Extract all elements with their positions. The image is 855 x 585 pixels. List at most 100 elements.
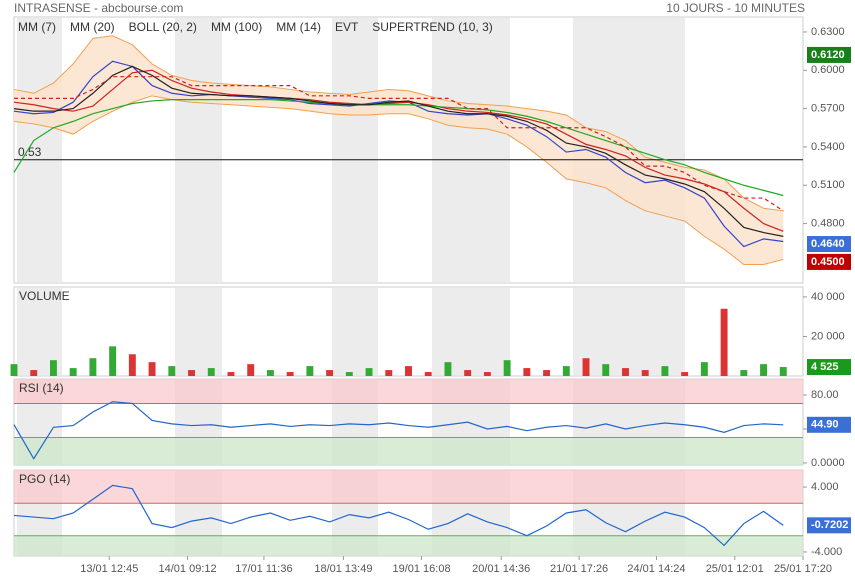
day-band	[332, 288, 378, 375]
series-line	[14, 76, 784, 212]
y-tick-label: -4.000	[811, 546, 842, 558]
legend-entry: MM (14)	[276, 20, 321, 34]
value-badge-label: 0.4640	[811, 238, 845, 250]
volume-bar	[622, 368, 629, 376]
y-tick-label: 20 000	[811, 330, 845, 342]
volume-bar	[700, 362, 708, 376]
x-tick-label: 18/01 13:49	[314, 563, 372, 575]
y-tick-label: 40 000	[811, 291, 845, 303]
panel-title: RSI (14)	[19, 381, 64, 395]
day-band	[332, 18, 378, 282]
legend-entry: BOLL (20, 2)	[129, 20, 197, 34]
volume-bar	[227, 372, 235, 376]
page-title: INTRASENSE - abcbourse.com	[14, 1, 183, 15]
volume-bar	[89, 358, 97, 376]
day-band	[573, 288, 685, 375]
y-tick-label: 0.0000	[811, 457, 845, 469]
volume-bar	[365, 368, 373, 376]
oversold-zone	[14, 535, 803, 556]
value-badge-label: 0.4500	[811, 256, 845, 268]
series-line	[13, 401, 784, 460]
value-badge	[807, 46, 851, 63]
volume-bar	[30, 370, 38, 376]
value-badge-label: -0.7202	[811, 519, 848, 531]
volume-bar	[483, 372, 491, 376]
volume-bar	[602, 364, 610, 376]
volume-bar	[661, 366, 669, 376]
legend-entry: SUPERTREND (10, 3)	[372, 20, 492, 34]
volume-bar	[247, 364, 255, 376]
value-badge	[807, 236, 851, 253]
y-tick-label: 80.00	[811, 389, 839, 401]
value-badge-label: 0.6120	[811, 49, 845, 61]
y-tick-label: 0.6000	[811, 64, 845, 76]
series-line	[13, 65, 784, 237]
volume-bar	[286, 372, 294, 376]
volume-bar	[562, 366, 570, 376]
volume-bar	[720, 308, 728, 376]
legend-entry: EVT	[335, 20, 359, 34]
volume-bar	[345, 372, 353, 376]
oversold-zone	[14, 437, 803, 465]
day-band	[17, 18, 62, 282]
volume-bar	[641, 370, 649, 376]
volume-bar	[128, 354, 136, 376]
bollinger-line	[13, 95, 784, 265]
y-tick-label: 0.5400	[811, 141, 845, 153]
volume-bar	[207, 368, 215, 376]
series-line	[13, 99, 784, 197]
volume-bar	[306, 366, 314, 376]
panel-title: VOLUME	[19, 289, 70, 303]
volume-bar	[10, 364, 18, 376]
y-tick-label: 0.4800	[811, 217, 845, 229]
x-tick-label: 25/01 17:20	[774, 563, 832, 575]
x-tick-label: 25/01 12:01	[706, 563, 764, 575]
volume-bar	[760, 364, 768, 376]
y-tick-label: 0.5700	[811, 103, 845, 115]
volume-bar	[503, 360, 511, 376]
volume-bar	[405, 366, 412, 376]
volume-bar	[444, 362, 452, 376]
volume-bar	[109, 346, 117, 376]
value-badge-label: 44.90	[811, 419, 839, 431]
volume-bar	[582, 358, 590, 376]
volume-bar	[148, 362, 156, 376]
volume-bar	[168, 366, 176, 376]
value-badge	[807, 359, 851, 376]
value-badge-label: 4 525	[811, 361, 839, 373]
volume-bar	[740, 370, 748, 376]
volume-bar	[385, 370, 393, 376]
volume-bar	[49, 360, 57, 376]
volume-bar	[188, 370, 195, 376]
y-tick-label: 0.6300	[811, 26, 845, 38]
panel-title: PGO (14)	[19, 472, 70, 486]
volume-bar	[266, 370, 274, 376]
day-band	[175, 288, 222, 375]
x-tick-label: 21/01 17:26	[550, 563, 608, 575]
x-tick-label: 14/01 09:12	[159, 563, 217, 575]
volume-bar	[424, 372, 432, 376]
x-tick-label: 13/01 12:45	[80, 563, 138, 575]
volume-bar	[464, 370, 472, 376]
legend-entry: MM (100)	[211, 20, 262, 34]
bollinger-area	[14, 35, 784, 265]
x-tick-label: 17/01 11:36	[235, 563, 292, 575]
volume-bar	[779, 367, 787, 376]
legend-entry: MM (7)	[18, 20, 56, 34]
volume-bar	[543, 370, 551, 376]
x-tick-label: 19/01 16:08	[392, 563, 450, 575]
period: 10 JOURS - 10 MINUTES	[666, 1, 805, 15]
volume-bar	[681, 372, 689, 376]
overbought-zone	[14, 470, 803, 504]
day-band	[432, 18, 510, 282]
value-badge	[807, 253, 851, 270]
y-tick-label: 4.000	[811, 481, 839, 493]
x-tick-label: 20/01 14:36	[472, 563, 530, 575]
volume-bar	[69, 368, 77, 376]
series-line	[13, 484, 784, 547]
volume-bar	[326, 370, 334, 376]
value-badge	[807, 416, 851, 433]
y-tick-label: 0.5100	[811, 179, 845, 191]
legend-entry: MM (20)	[70, 20, 115, 34]
